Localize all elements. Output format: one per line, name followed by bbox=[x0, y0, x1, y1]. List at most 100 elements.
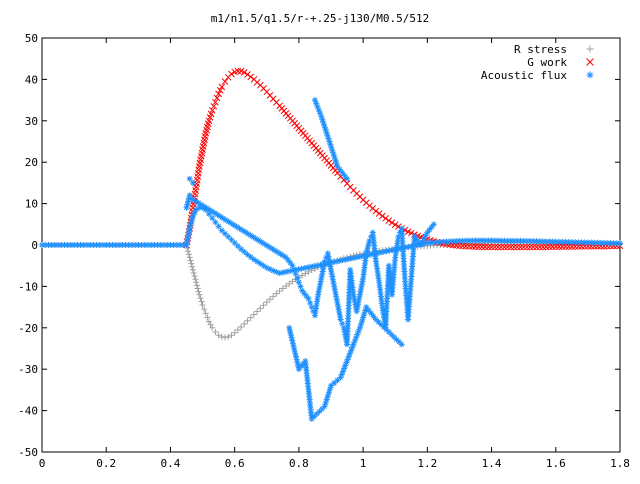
star-mark-b bbox=[587, 72, 593, 78]
cross-mark-b bbox=[359, 196, 367, 204]
data-marks bbox=[39, 67, 624, 422]
star-mark-b bbox=[267, 266, 273, 272]
data-point-interp bbox=[399, 242, 406, 248]
data-point-interp bbox=[260, 302, 267, 309]
data-point bbox=[244, 317, 251, 324]
data-point-interp bbox=[494, 243, 502, 251]
data-point-interp bbox=[305, 268, 312, 275]
legend-label: G work bbox=[527, 56, 567, 69]
data-point-interp bbox=[501, 243, 508, 251]
cross-mark-b bbox=[372, 207, 380, 215]
data-point bbox=[392, 254, 399, 261]
star-mark-b bbox=[391, 275, 396, 281]
data-point-interp bbox=[558, 243, 566, 251]
data-point bbox=[276, 287, 283, 294]
star-mark-b bbox=[316, 288, 322, 294]
star-mark-b bbox=[386, 329, 392, 335]
star-mark-b bbox=[362, 257, 368, 263]
star-mark-b bbox=[313, 100, 319, 106]
star-mark-b bbox=[392, 254, 398, 260]
cross-mark-b bbox=[382, 214, 389, 222]
cross-mark-b bbox=[491, 243, 499, 251]
star-mark-b bbox=[302, 265, 308, 271]
star-mark-b bbox=[285, 257, 291, 263]
star-mark-b bbox=[231, 222, 237, 228]
data-point-interp bbox=[260, 262, 267, 269]
star-mark-b bbox=[193, 207, 199, 213]
cross-mark-b bbox=[526, 243, 534, 251]
star-mark-b bbox=[299, 266, 305, 272]
star-mark-b bbox=[408, 274, 414, 279]
cross-mark-b bbox=[212, 98, 219, 106]
star-mark-b bbox=[314, 299, 320, 305]
data-point-interp bbox=[513, 243, 521, 251]
star-mark-b bbox=[270, 268, 276, 274]
star-mark-b bbox=[391, 334, 397, 340]
star-mark-b bbox=[363, 254, 369, 260]
star-mark-b bbox=[190, 197, 196, 202]
star-mark-b bbox=[234, 224, 240, 230]
series-acoustic-flux bbox=[39, 97, 623, 422]
cross-mark-b bbox=[237, 67, 245, 75]
cross-mark-b bbox=[263, 88, 271, 96]
cross-mark-b bbox=[260, 85, 267, 92]
data-point bbox=[379, 212, 386, 220]
cross-mark-b bbox=[240, 69, 248, 76]
star-mark-b bbox=[336, 258, 342, 264]
data-point-interp bbox=[510, 243, 518, 251]
data-point bbox=[240, 69, 248, 76]
star-mark-b bbox=[376, 319, 381, 325]
data-point bbox=[212, 328, 219, 335]
cross-mark-b bbox=[234, 67, 242, 75]
star-mark-b bbox=[198, 202, 204, 208]
star-mark-b bbox=[296, 279, 302, 285]
star-mark-b bbox=[229, 237, 234, 243]
data-point-interp bbox=[210, 102, 218, 110]
star-mark-b bbox=[388, 331, 394, 337]
star-mark-b bbox=[287, 260, 293, 266]
star-mark-b bbox=[232, 240, 238, 246]
data-point bbox=[308, 267, 315, 274]
cross-mark-b bbox=[510, 243, 518, 251]
data-point bbox=[244, 71, 251, 78]
y-tick-label: 40 bbox=[25, 73, 38, 86]
cross-mark-b bbox=[507, 243, 515, 251]
data-point-interp bbox=[364, 247, 371, 254]
star-mark-b bbox=[253, 236, 259, 242]
data-point-interp bbox=[247, 73, 255, 81]
data-point-interp bbox=[192, 276, 199, 283]
star-mark-b bbox=[301, 290, 307, 296]
star-mark-b bbox=[219, 228, 225, 233]
star-mark-b bbox=[209, 208, 215, 214]
data-point bbox=[199, 302, 206, 309]
data-point bbox=[302, 270, 309, 277]
star-mark-b bbox=[314, 262, 320, 268]
y-tick-label: 30 bbox=[25, 115, 38, 128]
cross-mark-b bbox=[350, 186, 357, 194]
data-point bbox=[202, 310, 209, 317]
star-mark-b bbox=[269, 246, 275, 252]
cross-mark-b bbox=[247, 73, 255, 81]
data-point-interp bbox=[517, 243, 524, 251]
star-mark-b bbox=[248, 254, 254, 260]
star-mark-b bbox=[368, 252, 374, 257]
star-mark-b bbox=[299, 288, 305, 293]
data-point bbox=[208, 107, 216, 114]
data-point bbox=[372, 258, 379, 265]
star-mark-b bbox=[217, 214, 223, 219]
star-mark-b bbox=[319, 272, 325, 278]
star-mark-b bbox=[346, 256, 352, 262]
star-mark-b bbox=[258, 239, 264, 245]
cross-mark-b bbox=[404, 228, 412, 236]
star-mark-b bbox=[238, 246, 244, 252]
star-mark-b bbox=[405, 313, 411, 319]
star-mark-b bbox=[277, 270, 283, 276]
cross-mark-b bbox=[504, 243, 511, 251]
cross-mark-b bbox=[356, 193, 364, 201]
star-mark-b bbox=[360, 278, 365, 284]
cross-mark-b bbox=[517, 243, 524, 251]
data-point-interp bbox=[197, 295, 204, 302]
star-mark-b bbox=[187, 192, 193, 198]
star-mark-b bbox=[411, 240, 417, 246]
cross-mark-b bbox=[494, 243, 502, 251]
